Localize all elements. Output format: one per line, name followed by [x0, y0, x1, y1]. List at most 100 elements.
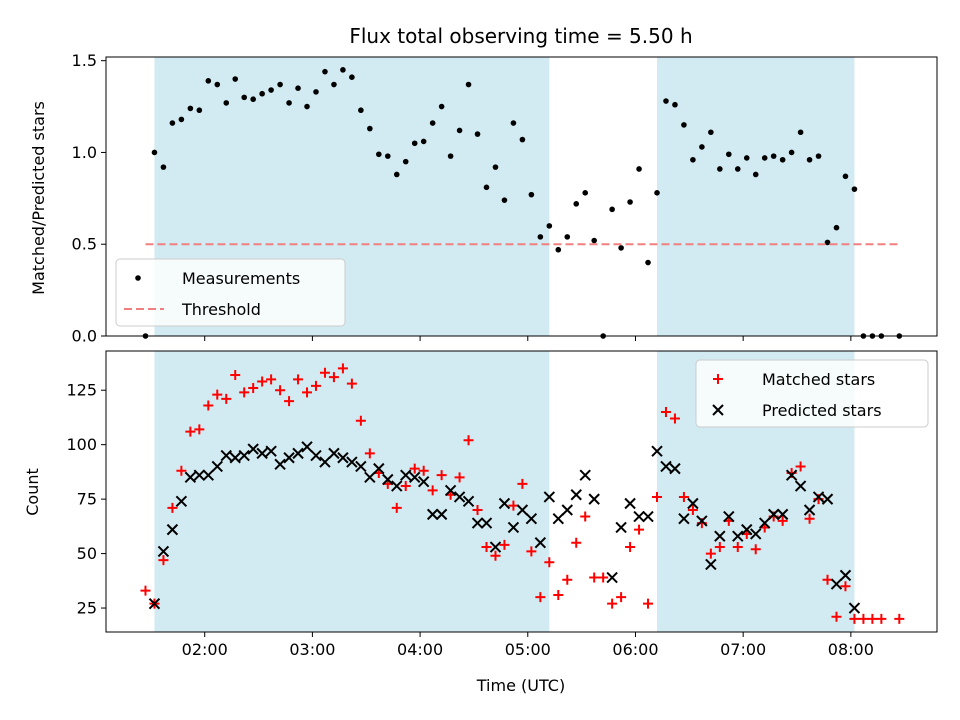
- top-plot-frame: [105, 56, 938, 337]
- bottom-predicted-stars-point-75: [830, 578, 843, 590]
- bottom-predicted-stars-point-55: [651, 445, 663, 457]
- bottom-matched-stars-point-44: [535, 592, 546, 603]
- bottom-matched-stars-point-23: [346, 378, 357, 389]
- bottom-legend-box: [695, 359, 929, 428]
- bottom-matched-stars-point-24: [355, 415, 366, 426]
- bottom-matched-stars-point-4: [176, 465, 187, 476]
- bottom-predicted-stars-point-69: [776, 508, 789, 521]
- bottom-matched-stars-point-52: [607, 598, 618, 609]
- bottom-matched-stars-point-29: [400, 481, 411, 492]
- bottom-matched-stars-point-33: [436, 470, 447, 481]
- bottom-predicted-stars-point-52: [624, 497, 636, 510]
- top-measurements-point-34: [447, 153, 454, 159]
- bottom-matched-stars-point-30: [409, 463, 420, 474]
- top-measurements-point-57: [654, 190, 660, 196]
- top-measurements-point-3: [169, 120, 176, 126]
- top-measurements-point-68: [752, 171, 759, 178]
- bottom-matched-stars-point-17: [293, 374, 304, 385]
- bottom-predicted-stars-point-34: [453, 491, 466, 503]
- top-measurements-point-13: [259, 90, 265, 97]
- bottom-predicted-stars-point-40: [507, 521, 520, 534]
- bottom-predicted-stars-point-43: [534, 536, 547, 549]
- bottom-predicted-stars-point-76: [839, 569, 852, 582]
- bottom-matched-stars-point-2: [158, 555, 169, 566]
- x-tick-label-2: 04:00: [397, 640, 443, 659]
- bottom-predicted-stars-point-24: [364, 471, 376, 484]
- top-measurements-point-22: [340, 67, 346, 73]
- top-measurements-point-43: [528, 191, 535, 198]
- x-tick-label-4: 06:00: [612, 640, 658, 659]
- bottom-predicted-stars-point-3: [175, 495, 188, 508]
- bottom-predicted-stars-point-57: [669, 462, 681, 475]
- bottom-matched-stars-point-37: [472, 505, 483, 516]
- bottom-predicted-stars-point-42: [525, 513, 538, 525]
- bottom-predicted-stars-point-62: [714, 530, 726, 542]
- top-measurements-point-46: [555, 246, 562, 253]
- bottom-y-tick-label-4: 125: [66, 381, 97, 400]
- bottom-matched-stars-point-20: [319, 367, 330, 378]
- bottom-predicted-stars-point-19: [319, 456, 331, 468]
- bottom-predicted-stars-point-1: [157, 545, 170, 558]
- bottom-predicted-stars-point-63: [723, 510, 735, 523]
- top-measurements-point-79: [851, 186, 858, 192]
- top-measurements-point-67: [743, 155, 750, 161]
- bottom-predicted-stars-point-30: [417, 475, 430, 488]
- bottom-predicted-stars-point-35: [462, 495, 475, 508]
- bottom-matched-stars-point-71: [777, 515, 788, 526]
- bottom-predicted-stars-point-65: [741, 523, 753, 536]
- top-measurements-point-53: [618, 245, 624, 251]
- bottom-matched-stars-point-25: [364, 448, 375, 459]
- top-measurements-point-37: [474, 131, 481, 137]
- bottom-matched-stars-point-60: [678, 491, 689, 502]
- bottom-matched-stars-point-57: [652, 491, 663, 502]
- bottom-legend-entry-1-marker: [712, 404, 724, 416]
- bottom-predicted-stars-point-66: [750, 528, 762, 540]
- bottom-matched-stars-point-47: [562, 574, 573, 585]
- top-measurements-point-33: [438, 103, 445, 110]
- bottom-matched-stars-point-64: [714, 542, 725, 553]
- top-measurements-point-49: [582, 190, 589, 196]
- bottom-predicted-stars-point-39: [498, 497, 511, 510]
- bottom-matched-stars-point-83: [894, 613, 905, 624]
- x-tick-label-5: 07:00: [720, 640, 766, 659]
- bottom-predicted-stars-point-68: [767, 508, 780, 521]
- top-measurements-point-14: [268, 87, 274, 93]
- bottom-predicted-stars-point-9: [229, 452, 241, 464]
- bottom-predicted-stars-point-60: [696, 515, 708, 527]
- top-measurements-point-75: [815, 153, 822, 159]
- top-measurements-point-9: [223, 100, 230, 106]
- bottom-predicted-stars-point-73: [812, 491, 825, 503]
- bottom-matched-stars-point-10: [230, 369, 241, 380]
- bottom-matched-stars-point-15: [275, 385, 286, 396]
- bottom-y-tick-label-1: 50: [77, 544, 97, 563]
- top-measurements-point-2: [160, 164, 167, 170]
- top-measurements-point-20: [322, 68, 328, 75]
- bottom-matched-stars-point-73: [795, 461, 806, 472]
- bottom-matched-stars-point-78: [840, 581, 851, 592]
- bottom-matched-stars-point-61: [687, 505, 698, 516]
- bottom-matched-stars-point-80: [858, 613, 869, 624]
- bottom-predicted-stars-point-23: [355, 460, 367, 473]
- top-measurements-point-69: [761, 155, 768, 161]
- top-measurements-point-41: [510, 120, 517, 126]
- bottom-matched-stars-point-77: [831, 611, 842, 622]
- bottom-legend: Matched stars Predicted stars: [695, 359, 929, 428]
- top-measurements-point-56: [645, 259, 651, 266]
- bottom-predicted-stars-point-37: [480, 517, 493, 529]
- bottom-matched-stars-point-40: [499, 539, 510, 550]
- top-measurements-point-10: [232, 76, 239, 82]
- top-measurements-point-70: [770, 153, 777, 159]
- bottom-matched-stars-point-9: [221, 393, 232, 404]
- top-measurements-point-28: [393, 171, 400, 178]
- bottom-matched-stars-point-5: [185, 426, 196, 437]
- top-y-tick-label-2: 1.0: [72, 143, 97, 162]
- bottom-matched-stars-point-32: [427, 485, 438, 496]
- top-measurements-point-1: [151, 149, 158, 156]
- x-tick-label-1: 03:00: [289, 640, 335, 659]
- bottom-predicted-stars-point-67: [758, 517, 771, 529]
- x-axis-label: Time (UTC): [476, 676, 565, 695]
- top-measurements-point-42: [519, 136, 526, 143]
- bottom-predicted-stars-point-72: [803, 504, 816, 516]
- top-measurements-point-26: [376, 151, 382, 158]
- top-measurements-point-78: [842, 173, 849, 180]
